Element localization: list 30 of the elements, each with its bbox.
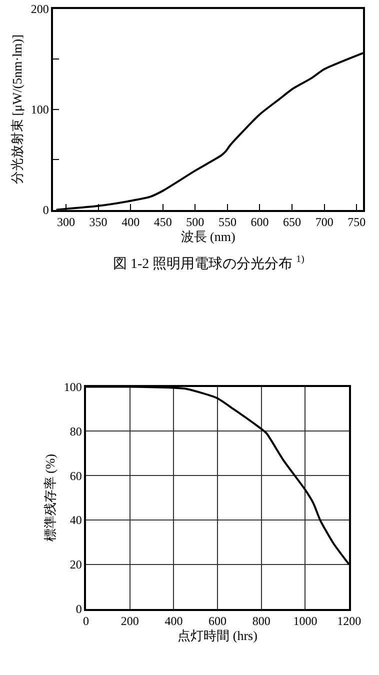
x-axis-title: 波長 (nm) [180, 229, 236, 244]
x-tick-label: 300 [56, 215, 75, 230]
y-tick-label: 20 [70, 558, 82, 572]
y-tick-label: 40 [70, 513, 82, 528]
x-tick-label: 750 [348, 215, 366, 230]
y-tick-label: 200 [30, 2, 49, 16]
x-tick-label: 600 [250, 215, 269, 230]
x-tick-label: 500 [186, 215, 204, 230]
y-tick-label: 0 [42, 203, 49, 218]
x-tick-label: 200 [120, 614, 139, 628]
x-tick-label: 550 [218, 215, 236, 230]
x-tick-label: 400 [164, 614, 183, 628]
x-tick-label: 350 [89, 215, 108, 230]
x-tick-label: 700 [315, 215, 334, 230]
x-tick-label: 400 [122, 215, 140, 230]
y-axis-title: 分光放射束 [μW/(5nm·lm)] [9, 34, 24, 184]
x-tick-label: 450 [154, 215, 172, 230]
caption: 図 1-2 照明用電球の分光分布 $^{1)}$ [113, 254, 304, 272]
y-tick-label: 100 [64, 380, 82, 394]
y-tick-label: 0 [76, 602, 82, 616]
x-tick-label: 1200 [337, 614, 362, 628]
x-tick-label: 1000 [293, 614, 318, 628]
y-axis-title: 標準残存率 (%) [42, 454, 58, 542]
y-tick-label: 60 [70, 468, 82, 483]
x-tick-label: 800 [252, 614, 270, 628]
x-axis-title: 点灯時間 (hrs) [178, 628, 258, 643]
y-tick-label: 100 [30, 102, 49, 117]
y-tick-label: 80 [70, 424, 82, 438]
x-tick-label: 600 [208, 614, 227, 628]
x-tick-label: 650 [283, 215, 302, 230]
